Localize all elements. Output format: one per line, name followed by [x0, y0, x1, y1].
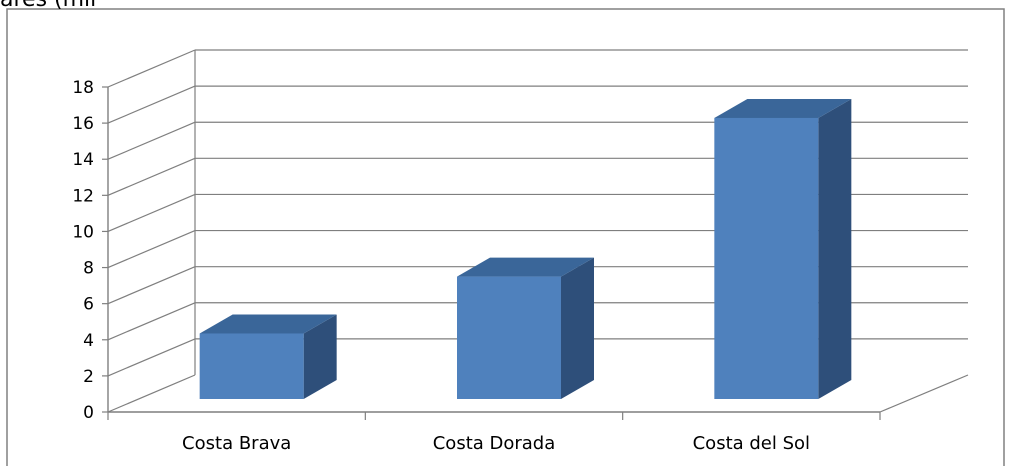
bar-costa-del-sol	[714, 98, 852, 399]
gridline-wall	[107, 85, 196, 124]
bar-front	[457, 276, 561, 399]
axes	[102, 50, 969, 420]
bar-side	[303, 314, 337, 399]
bar-costa-dorada	[457, 257, 594, 399]
gridline-wall	[107, 230, 196, 269]
y-tick-label: 12	[72, 186, 94, 206]
y-tick-labels: 0 2 4 6 8 10 12 14 16 18	[72, 78, 94, 423]
gridline-wall	[107, 49, 196, 88]
y-tick-label: 16	[72, 114, 94, 134]
gridline-wall	[107, 266, 196, 305]
chart-title-fragment: ares (mil	[0, 0, 96, 12]
y-tick-label: 4	[83, 331, 94, 351]
x-category-labels: Costa Brava Costa Dorada Costa del Sol	[182, 433, 810, 454]
bar-top	[199, 314, 337, 334]
bar-top	[714, 98, 852, 118]
chart-frame	[6, 8, 1005, 466]
bar-side	[818, 98, 852, 399]
gridline-wall	[107, 193, 196, 232]
y-tick-label: 6	[83, 295, 94, 315]
bar-costa-brava	[199, 314, 337, 399]
bar-front	[714, 117, 819, 399]
y-tick-label: 8	[83, 259, 94, 279]
bar-front	[199, 333, 304, 399]
y-tick-label: 10	[72, 222, 94, 242]
gridline-wall	[107, 157, 196, 196]
y-tick-label: 14	[72, 150, 94, 170]
y-tick-label: 18	[72, 78, 94, 98]
x-category-label: Costa Brava	[182, 433, 291, 454]
bar-side	[561, 257, 594, 399]
x-category-label: Costa del Sol	[693, 433, 810, 454]
x-category-label: Costa Dorada	[433, 433, 556, 454]
bar-top	[457, 257, 594, 277]
floor-left-edge	[107, 374, 196, 413]
floor-right-edge	[879, 374, 969, 413]
gridline-wall	[107, 302, 196, 341]
bars	[199, 98, 852, 399]
gridline-wall	[107, 121, 196, 160]
gridline-wall	[107, 338, 196, 377]
y-tick-label: 2	[83, 367, 94, 387]
y-tick-label: 0	[83, 403, 94, 423]
